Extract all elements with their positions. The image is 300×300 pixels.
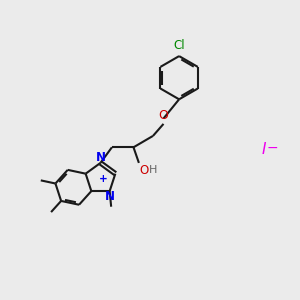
Text: H: H xyxy=(148,165,157,175)
Text: O: O xyxy=(140,164,149,177)
Text: I: I xyxy=(262,142,266,158)
Text: O: O xyxy=(159,110,168,122)
Text: +: + xyxy=(99,174,108,184)
Text: N: N xyxy=(96,151,106,164)
Text: N: N xyxy=(105,190,115,203)
Text: Cl: Cl xyxy=(173,39,185,52)
Text: −: − xyxy=(266,141,278,155)
